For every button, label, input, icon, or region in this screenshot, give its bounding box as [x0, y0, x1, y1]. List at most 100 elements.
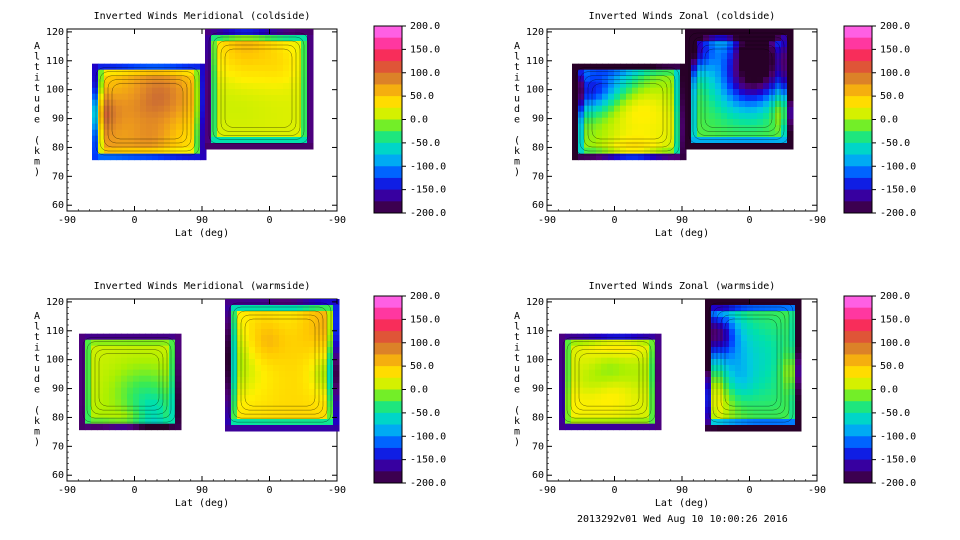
heat-cell [589, 369, 596, 377]
colorbar-swatch [844, 447, 872, 461]
heat-cell [735, 311, 742, 318]
heat-cell [182, 105, 189, 113]
chart-title: Inverted Winds Meridional (coldside) [94, 11, 311, 22]
heat-cell [291, 425, 298, 432]
heat-cell [139, 405, 146, 413]
heat-cell [697, 131, 704, 138]
heat-cell [717, 365, 724, 372]
heat-cell [170, 81, 177, 89]
heat-cell [739, 107, 746, 114]
heat-cell [769, 137, 776, 144]
heat-cell [247, 125, 254, 132]
heat-cell [705, 389, 712, 396]
colorbar-tick-label: -150.0 [880, 455, 916, 466]
heat-cell [753, 305, 760, 312]
heat-cell [297, 317, 304, 324]
colorbar-swatch [374, 201, 402, 214]
heat-cell [91, 339, 98, 347]
heat-cell [267, 353, 274, 360]
heat-cell [685, 113, 692, 120]
heat-cell [152, 111, 159, 119]
heat-cell [211, 113, 218, 120]
heat-cell [771, 359, 778, 366]
heat-cell [333, 389, 340, 396]
heat-cell [103, 375, 110, 383]
heat-cell [775, 119, 782, 126]
heat-cell [649, 393, 656, 401]
heat-cell [727, 125, 734, 132]
heat-cell [235, 95, 242, 102]
heat-cell [134, 69, 141, 77]
heat-cell [273, 383, 280, 390]
heat-cell [315, 359, 322, 366]
heat-cell [795, 311, 802, 318]
heat-cell [632, 141, 639, 149]
heat-cell [333, 371, 340, 378]
heat-cell [116, 87, 123, 95]
heat-cell [295, 95, 302, 102]
heat-cell [194, 87, 201, 95]
heat-cell [85, 381, 92, 389]
heat-cell [769, 143, 776, 150]
heat-cell [613, 369, 620, 377]
heat-cell [727, 107, 734, 114]
heat-cell [711, 389, 718, 396]
heat-cell [211, 125, 218, 132]
heat-cell [703, 113, 710, 120]
heat-cell [733, 41, 740, 48]
heat-cell [200, 81, 207, 89]
heat-cell [253, 65, 260, 72]
heat-cell [771, 395, 778, 402]
heat-cell [655, 369, 662, 377]
heat-cell [703, 29, 710, 36]
heat-cell [715, 113, 722, 120]
heat-cell [217, 35, 224, 42]
heat-cell [571, 345, 578, 353]
heat-cell [745, 89, 752, 96]
heat-cell [751, 29, 758, 36]
heat-cell [795, 413, 802, 420]
x-tick-label: -90 [538, 215, 556, 226]
heat-cell [134, 63, 141, 71]
colorbar-swatch [844, 26, 872, 39]
heat-cell [249, 359, 256, 366]
heat-cell [116, 117, 123, 125]
heat-cell [85, 339, 92, 347]
heat-cell [626, 153, 633, 161]
heat-cell [753, 425, 760, 432]
heat-cell [596, 69, 603, 77]
heat-cell [757, 83, 764, 90]
colorbar-swatch [374, 154, 402, 167]
heat-cell [151, 393, 158, 401]
heat-cell [333, 425, 340, 432]
heat-cell [565, 357, 572, 365]
heat-cell [619, 393, 626, 401]
heat-cell [757, 65, 764, 72]
heat-cell [789, 335, 796, 342]
heat-cell [644, 69, 651, 77]
heat-cell [157, 351, 164, 359]
heat-cell [92, 147, 99, 155]
heat-cell [91, 369, 98, 377]
heat-cell [589, 345, 596, 353]
heat-cell [247, 83, 254, 90]
heat-cell [146, 93, 153, 101]
heat-cell [775, 95, 782, 102]
heat-cell [650, 81, 657, 89]
heat-cell [104, 117, 111, 125]
heat-cell [211, 143, 218, 150]
heat-cell [176, 153, 183, 161]
heat-cell [644, 153, 651, 161]
colorbar-swatch [844, 177, 872, 191]
heat-cell [620, 105, 627, 113]
heat-cell [205, 89, 212, 96]
heat-cell [291, 347, 298, 354]
heat-cell [169, 423, 176, 431]
heat-cell [632, 129, 639, 137]
heat-cell [775, 131, 782, 138]
colorbar-swatch [844, 154, 872, 167]
heat-cell [115, 405, 122, 413]
heat-cell [291, 389, 298, 396]
heat-cell [715, 77, 722, 84]
heat-cell [321, 335, 328, 342]
